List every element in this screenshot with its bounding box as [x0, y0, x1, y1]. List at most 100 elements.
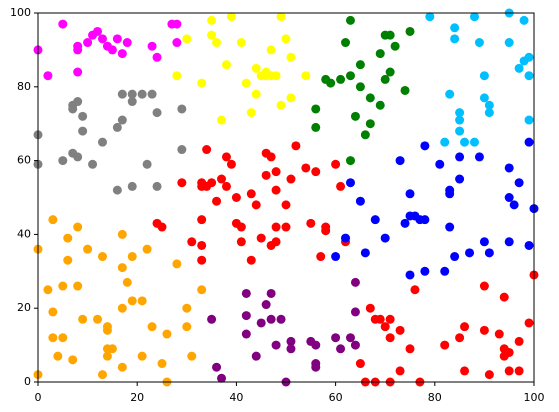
point — [450, 252, 460, 262]
point — [479, 93, 489, 103]
point — [246, 255, 256, 265]
point — [147, 41, 157, 51]
point — [221, 152, 231, 162]
point — [236, 222, 246, 232]
point — [187, 237, 197, 247]
point — [306, 218, 316, 228]
point — [469, 12, 479, 22]
point — [117, 362, 127, 372]
point — [311, 167, 321, 177]
point — [58, 333, 68, 343]
point — [355, 82, 365, 92]
point — [127, 89, 137, 99]
y-tick-label: 40 — [17, 227, 31, 240]
point — [58, 156, 68, 166]
point — [266, 314, 276, 324]
point — [251, 200, 261, 210]
point — [336, 344, 346, 354]
point — [261, 300, 271, 310]
point — [182, 303, 192, 313]
point — [311, 362, 321, 372]
point — [207, 178, 217, 188]
point — [345, 333, 355, 343]
point — [212, 196, 222, 206]
point — [251, 63, 261, 73]
point — [311, 122, 321, 132]
point — [112, 122, 122, 132]
point — [345, 15, 355, 25]
point — [53, 351, 63, 361]
point — [197, 240, 207, 250]
point — [152, 108, 162, 118]
point — [48, 333, 58, 343]
point — [236, 38, 246, 48]
point — [102, 325, 112, 335]
point — [385, 30, 395, 40]
point — [217, 174, 227, 184]
point — [365, 303, 375, 313]
point — [68, 355, 78, 365]
point — [311, 104, 321, 114]
point — [271, 185, 281, 195]
point — [479, 325, 489, 335]
point — [236, 237, 246, 247]
point — [455, 115, 465, 125]
point — [212, 38, 222, 48]
y-tick-label: 100 — [10, 6, 31, 19]
point — [514, 336, 524, 346]
point — [514, 178, 524, 188]
point — [350, 340, 360, 350]
point — [276, 100, 286, 110]
point — [316, 252, 326, 262]
point — [286, 344, 296, 354]
point — [122, 277, 132, 287]
point — [286, 93, 296, 103]
point — [207, 15, 217, 25]
point — [172, 19, 182, 29]
point — [217, 115, 227, 125]
point — [83, 38, 93, 48]
point — [78, 126, 88, 136]
point — [112, 34, 122, 44]
point — [504, 163, 514, 173]
point — [326, 78, 336, 88]
point — [336, 181, 346, 191]
point — [524, 52, 534, 62]
point — [97, 252, 107, 262]
point — [281, 200, 291, 210]
plot-frame — [37, 12, 535, 383]
point — [400, 218, 410, 228]
point — [217, 373, 227, 383]
point — [197, 78, 207, 88]
point — [425, 12, 435, 22]
point — [420, 141, 430, 151]
point — [524, 71, 534, 81]
point — [212, 362, 222, 372]
point — [524, 240, 534, 250]
point — [331, 252, 341, 262]
point — [58, 19, 68, 29]
point — [350, 111, 360, 121]
point — [455, 108, 465, 118]
point — [48, 307, 58, 317]
point — [78, 111, 88, 121]
point — [78, 314, 88, 324]
point — [256, 318, 266, 328]
point — [365, 93, 375, 103]
point — [524, 115, 534, 125]
point — [197, 255, 207, 265]
point — [400, 85, 410, 95]
point — [390, 41, 400, 51]
point — [350, 277, 360, 287]
point — [271, 237, 281, 247]
y-tick-label: 0 — [24, 375, 31, 388]
point — [360, 248, 370, 258]
point — [251, 89, 261, 99]
point — [276, 314, 286, 324]
point — [256, 233, 266, 243]
point — [63, 255, 73, 265]
point — [241, 288, 251, 298]
point — [102, 351, 112, 361]
point — [410, 285, 420, 295]
